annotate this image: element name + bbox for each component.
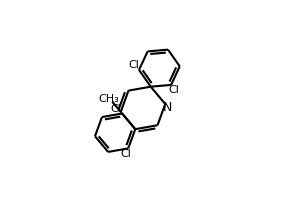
- Text: CH₃: CH₃: [99, 94, 119, 104]
- Text: Cl: Cl: [168, 85, 179, 95]
- Text: Cl: Cl: [128, 60, 139, 70]
- Text: N: N: [162, 101, 172, 114]
- Text: Cl: Cl: [121, 149, 132, 159]
- Text: Cl: Cl: [110, 104, 121, 114]
